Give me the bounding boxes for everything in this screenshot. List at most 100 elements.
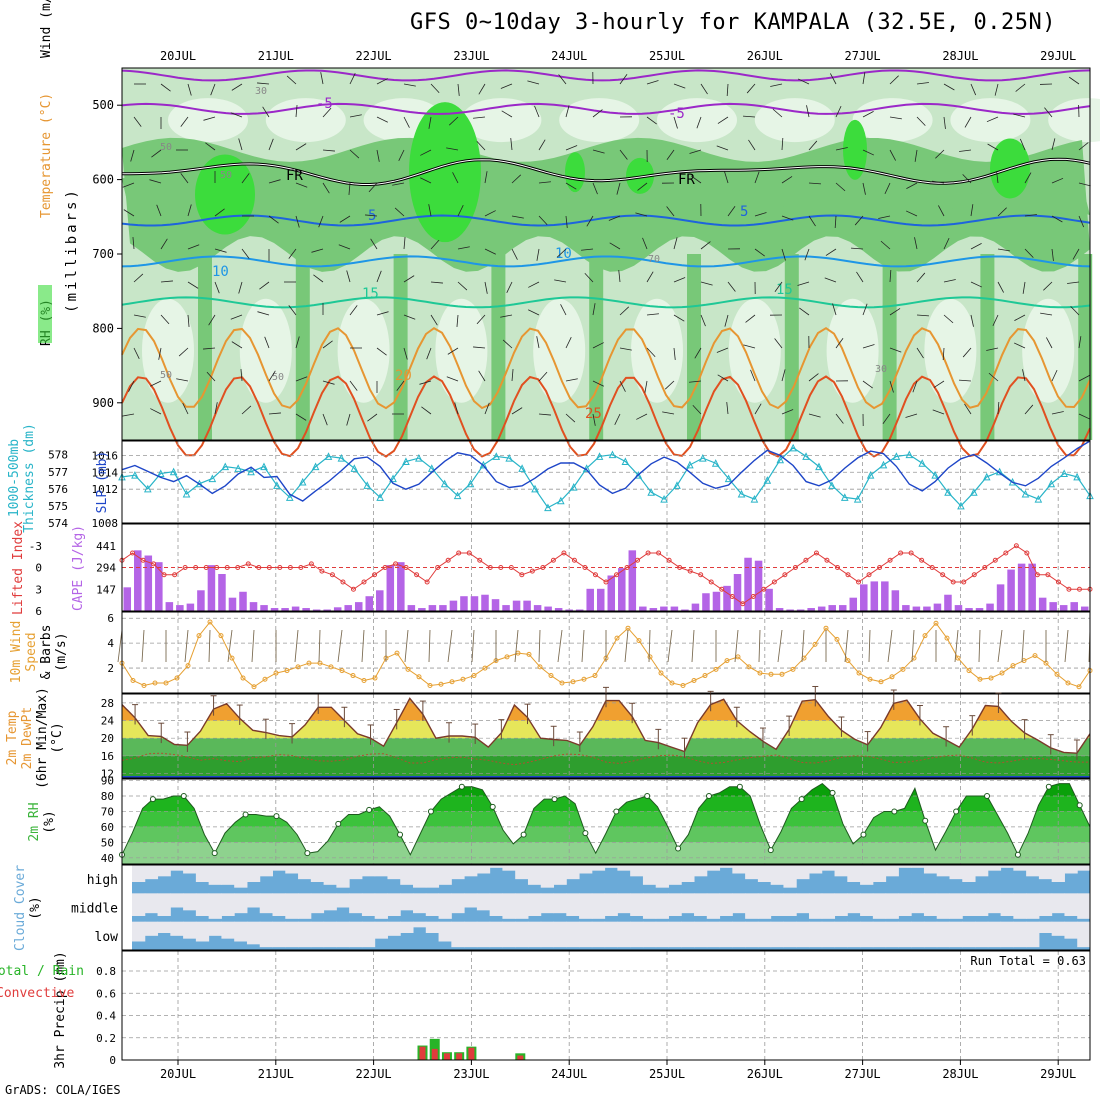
wind-barb xyxy=(430,314,438,326)
cloud-cell xyxy=(770,921,784,948)
lifted-index-point xyxy=(782,572,788,578)
wind-barb xyxy=(882,413,891,424)
axis-title-line: 3hr Precip (mm) xyxy=(53,951,68,1068)
cloud-cell xyxy=(183,921,197,939)
wind-barb xyxy=(727,206,736,217)
wind-speed-point xyxy=(405,666,411,672)
wind-barb xyxy=(619,149,628,160)
wind-speed-point xyxy=(966,668,972,674)
wind-barb xyxy=(1015,83,1026,92)
cloud-cell xyxy=(1038,893,1053,916)
y-tick-label-left: -3 xyxy=(29,540,42,553)
wind-barb xyxy=(889,308,901,316)
cloud-cell xyxy=(591,865,606,871)
wind-barb xyxy=(889,380,894,393)
wind-speed-point xyxy=(1010,663,1016,669)
axis-title: 3hr Precip (mm) xyxy=(53,951,68,1068)
wind-barb xyxy=(428,204,432,217)
lifted-index-point xyxy=(666,557,672,563)
lifted-index-point xyxy=(708,579,714,585)
wind-barb xyxy=(978,629,981,663)
x-tick-label-top: 23JUL xyxy=(453,49,489,63)
lifted-index-line xyxy=(121,545,1090,605)
wind-barb xyxy=(689,149,702,154)
lifted-index-point xyxy=(971,572,977,578)
lifted-index-point xyxy=(940,572,946,578)
precip-convective-bar xyxy=(456,1053,463,1060)
wind-barb xyxy=(295,182,308,188)
wind-barb xyxy=(696,116,702,129)
rh-moist-column xyxy=(589,254,604,440)
wind-barb xyxy=(592,413,596,426)
wind-speed-point xyxy=(471,673,477,679)
cape-bar xyxy=(460,596,468,611)
wind-barb xyxy=(970,204,974,217)
wind-barb xyxy=(616,182,621,195)
y-tick-label-right: 147 xyxy=(96,583,116,596)
wind-barb xyxy=(295,336,300,349)
wind-barb xyxy=(868,629,871,663)
wind-barb xyxy=(964,116,972,128)
cloud-cell xyxy=(183,865,197,874)
wind-barb xyxy=(295,105,298,118)
y-tick-label: 0 xyxy=(109,1054,116,1067)
cloud-cell xyxy=(374,893,388,919)
cloud-cell xyxy=(527,893,542,916)
wind-speed-point xyxy=(141,683,147,689)
wind-speed-point xyxy=(427,683,433,689)
cloud-cell xyxy=(451,921,465,948)
wind-barb xyxy=(392,182,405,186)
axis-title: 2m RH (%) xyxy=(27,802,57,841)
cloud-cell xyxy=(604,893,618,916)
wind-barb xyxy=(398,149,405,161)
wind-barb xyxy=(322,149,335,152)
cloud-cell xyxy=(349,865,363,880)
cloud-cell xyxy=(732,865,746,874)
x-tick-label-top: 22JUL xyxy=(356,49,392,63)
wind-barb xyxy=(646,271,654,283)
lifted-index-point xyxy=(1055,579,1061,585)
wind-barb xyxy=(673,314,685,322)
y-tick-label: 900 xyxy=(92,396,114,410)
lifted-index-point xyxy=(898,550,904,556)
wind-barb xyxy=(646,313,659,316)
wind-speed-point xyxy=(196,633,202,639)
wind-barb xyxy=(511,407,523,415)
thickness-point xyxy=(285,493,294,501)
cloud-cell xyxy=(706,893,721,919)
lifted-index-point xyxy=(877,565,883,570)
cloud-cell xyxy=(413,893,427,914)
cloud-cell xyxy=(642,893,657,919)
cape-bar xyxy=(533,605,542,611)
wind-speed-point xyxy=(735,654,741,660)
lifted-index-point xyxy=(319,568,325,574)
lifted-index-point xyxy=(1076,586,1082,592)
wind-barb xyxy=(614,413,621,425)
cloud-cell xyxy=(757,893,772,919)
wind-barb xyxy=(178,347,189,357)
wind-barb xyxy=(471,629,475,663)
y-tick-label: 500 xyxy=(92,98,114,112)
wind-barb xyxy=(1021,629,1025,663)
wind-barb xyxy=(717,374,729,382)
cloud-cell xyxy=(310,865,325,882)
wind-barb xyxy=(208,314,216,326)
rh-moist-column xyxy=(491,254,506,440)
wind-barb xyxy=(538,181,551,184)
wind-barb xyxy=(716,347,729,353)
wind-barb xyxy=(365,214,378,217)
y-tick-label-right: 1016 xyxy=(92,449,119,462)
wind-barb xyxy=(844,629,849,663)
wind-barb xyxy=(745,314,756,323)
wind-barb xyxy=(457,246,470,250)
cape-bar xyxy=(912,606,921,611)
cloud-cell xyxy=(1013,893,1027,919)
rh-dry-patch xyxy=(754,98,835,143)
wind-barb xyxy=(565,145,578,151)
wind-speed-point xyxy=(636,638,642,644)
cloud-cell xyxy=(144,893,159,914)
footer-credit: GrADS: COLA/IGES xyxy=(5,1083,121,1097)
cloud-cell xyxy=(285,865,299,874)
cloud-cell xyxy=(400,893,414,911)
cloud-cell xyxy=(847,865,861,882)
